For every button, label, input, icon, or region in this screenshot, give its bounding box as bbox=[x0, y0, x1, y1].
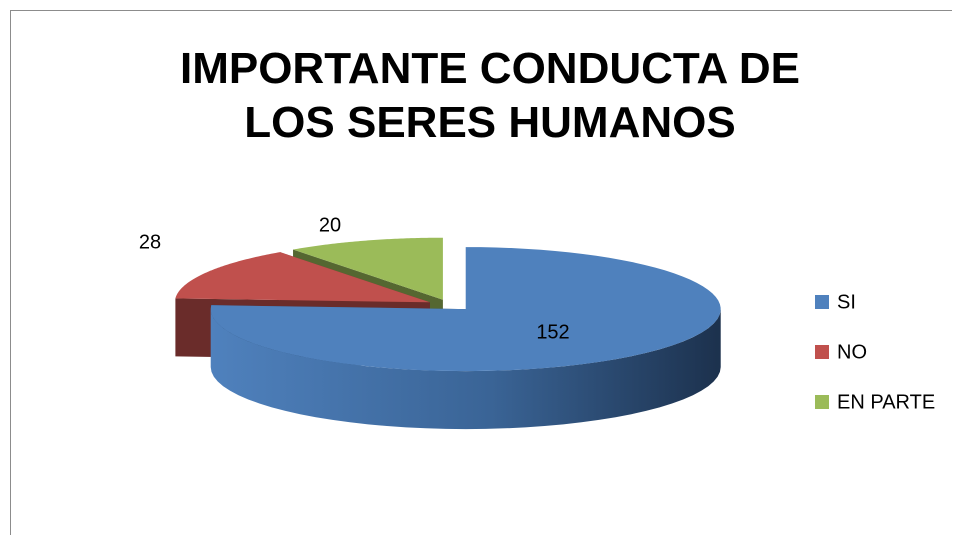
legend-label: SI bbox=[837, 291, 856, 313]
data-label: 20 bbox=[319, 214, 341, 236]
slice-wall bbox=[210, 309, 721, 430]
chart-title: IMPORTANTE CONDUCTA DE LOS SERES HUMANOS bbox=[179, 44, 801, 147]
legend-swatch bbox=[815, 345, 829, 359]
legend-swatch bbox=[815, 395, 829, 409]
data-label: 28 bbox=[139, 231, 161, 253]
data-label: 152 bbox=[536, 321, 569, 343]
pie-slice bbox=[210, 247, 721, 430]
chart-frame bbox=[10, 10, 952, 535]
legend-label: NO bbox=[837, 341, 867, 363]
legend-label: EN PARTE bbox=[837, 391, 935, 413]
slice-top bbox=[293, 237, 443, 300]
slice-top bbox=[175, 252, 430, 303]
legend-swatch bbox=[815, 295, 829, 309]
slice-top bbox=[210, 247, 721, 372]
